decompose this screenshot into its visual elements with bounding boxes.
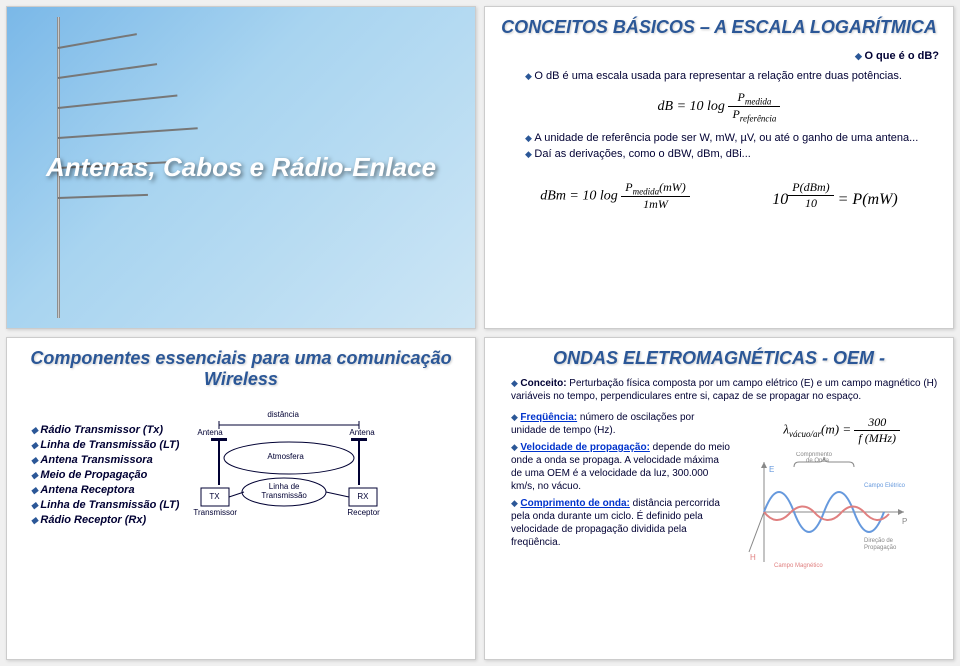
derivation-note: Daí as derivações, como o dBW, dBm, dBi.…	[525, 148, 939, 160]
label-rx: RX	[357, 492, 368, 501]
label-atmosphere: Atmosfera	[267, 452, 303, 461]
component-list: Rádio Transmissor (Tx) Linha de Transmis…	[21, 421, 179, 529]
wave-diagram: E H P Comprimento de Onda Campo Elétrico…	[744, 452, 914, 572]
label-antenna-l: Antena	[197, 428, 222, 437]
list-item: Antena Receptora	[31, 484, 179, 496]
unit-note: A unidade de referência pode ser W, mW, …	[525, 132, 939, 144]
antenna-arm	[58, 94, 178, 109]
list-item: Antena Transmissora	[31, 454, 179, 466]
transmission-diagram: distância Antena Antena Atmosfera Linha …	[189, 410, 389, 540]
list-item: Linha de Transmissão (LT)	[31, 499, 179, 511]
antenna-arm	[58, 127, 198, 139]
concept-label: Conceito:	[520, 378, 566, 389]
list-item: Meio de Propagação	[31, 469, 179, 481]
label-antenna-r: Antena	[349, 428, 374, 437]
db-formula: dB = 10 log Pmedida Preferência	[499, 90, 939, 124]
velocity: Velocidade de propagação: depende do mei…	[511, 441, 732, 493]
wavelength: Comprimento de onda: distância percorrid…	[511, 497, 732, 549]
main-title: Antenas, Cabos e Rádio-Enlace	[7, 152, 475, 183]
dbm-formula: dBm = 10 log Pmedida(mW) 1mW	[540, 180, 690, 212]
label-h: H	[750, 553, 756, 562]
db-description: O dB é uma escala usada para representar…	[525, 70, 939, 82]
svg-text:de Onda: de Onda	[806, 458, 830, 464]
formula-left: dB = 10 log	[658, 99, 725, 114]
list-item: Linha de Transmissão (LT)	[31, 439, 179, 451]
comp-label: Comprimento de onda:	[520, 498, 629, 509]
list-item: Rádio Receptor (Rx)	[31, 514, 179, 526]
list-item: Rádio Transmissor (Tx)	[31, 424, 179, 436]
formula-row: dBm = 10 log Pmedida(mW) 1mW 10P(dBm)10 …	[499, 172, 939, 220]
svg-text:Campo Elétrico: Campo Elétrico	[864, 483, 906, 489]
slide-components: Componentes essenciais para uma comunica…	[6, 337, 476, 660]
question: O que é o dB?	[855, 50, 939, 62]
svg-text:Direção de: Direção de	[864, 538, 894, 544]
svg-text:Propagação: Propagação	[864, 545, 897, 551]
antenna-arm	[58, 63, 157, 79]
antenna-arm	[58, 33, 137, 49]
antenna-arm	[58, 194, 148, 199]
slide-title: Componentes essenciais para uma comunica…	[21, 348, 461, 390]
slide-title: CONCEITOS BÁSICOS – A ESCALA LOGARÍTMICA	[499, 17, 939, 38]
power-formula: 10P(dBm)10 = P(mW)	[772, 180, 897, 211]
label-p: P	[902, 517, 907, 526]
concept: Conceito: Perturbação física composta po…	[511, 377, 939, 403]
label-transmitter: Transmissor	[193, 508, 237, 517]
svg-text:Campo Magnético: Campo Magnético	[774, 563, 823, 569]
slide-oem: ONDAS ELETROMAGNÉTICAS - OEM - Conceito:…	[484, 337, 954, 660]
vel-label: Velocidade de propagação:	[520, 442, 649, 453]
frequency: Freqüência: número de oscilações por uni…	[511, 411, 732, 437]
slide-db-scale: CONCEITOS BÁSICOS – A ESCALA LOGARÍTMICA…	[484, 6, 954, 329]
slide-title-card: Antenas, Cabos e Rádio-Enlace	[6, 6, 476, 329]
lambda-formula: λvácuo/ar(m) = 300 f (MHz)	[744, 415, 939, 446]
label-line: Linha de Transmissão	[261, 482, 307, 500]
slide-title: ONDAS ELETROMAGNÉTICAS - OEM -	[499, 348, 939, 369]
label-tx: TX	[209, 492, 219, 501]
freq-label: Freqüência:	[520, 412, 577, 423]
label-distance: distância	[267, 410, 299, 419]
label-receiver: Receptor	[347, 508, 379, 517]
label-e: E	[769, 465, 774, 474]
